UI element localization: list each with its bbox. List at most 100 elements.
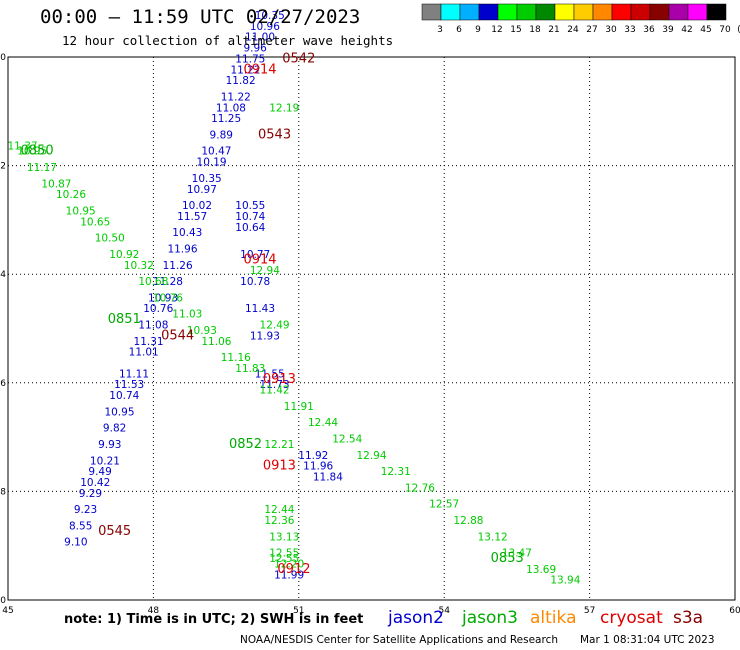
colorbar-swatch: [478, 3, 499, 21]
y-tick-label: -56: [0, 379, 6, 389]
data-point-jason2: 10.77: [240, 249, 270, 261]
colorbar-label: 12: [491, 25, 502, 35]
colorbar-label: 33: [624, 25, 635, 35]
data-point-jason2: 11.93: [250, 330, 280, 342]
colorbar-label: 39: [662, 25, 674, 35]
data-point-jason2: 10.95: [104, 406, 134, 418]
data-point-jason3: 11.17: [27, 162, 57, 174]
x-tick-label: 60: [729, 606, 740, 616]
data-point-jason3: 12.57: [429, 499, 459, 511]
data-point-jason3: 12.94: [250, 265, 280, 277]
data-point-jason3: 11.03: [172, 309, 202, 321]
data-point-jason2: 11.53: [114, 379, 144, 391]
data-point-jason3: 10.95: [66, 205, 96, 217]
data-point-jason2: 10.21: [90, 455, 120, 467]
data-point-jason3: 12.54: [332, 434, 362, 446]
data-point-jason3: 10.76: [153, 292, 183, 304]
data-point-jason2: 10.55: [235, 200, 265, 212]
data-point-jason3: 12.36: [264, 515, 294, 527]
x-tick-label: 57: [584, 606, 595, 616]
data-point-jason3: 13.13: [269, 531, 299, 543]
data-point-jason3: 12.49: [260, 320, 290, 332]
colorbar-swatch: [516, 3, 537, 21]
colorbar-swatch: [535, 3, 556, 21]
x-tick-label: 51: [293, 606, 304, 616]
colorbar-label: 30: [605, 25, 617, 35]
x-tick-label: 45: [2, 606, 13, 616]
data-point-jason2: 9.93: [98, 439, 121, 451]
time-label: 0851: [108, 312, 141, 327]
data-point-jason2: 11.08: [138, 320, 168, 332]
data-point-jason2: 10.74: [235, 211, 265, 223]
colorbar-swatch: [611, 3, 632, 21]
data-point-jason3: 12.44: [264, 504, 294, 516]
data-point-jason2: 10.74: [109, 390, 139, 402]
data-point-jason2: 10.02: [182, 200, 212, 212]
data-point-jason3: 12.31: [381, 466, 411, 478]
data-point-jason2: 10.93: [148, 292, 178, 304]
colorbar-label: 6: [456, 25, 462, 35]
data-point-jason3: 12.55: [269, 548, 299, 560]
data-point-jason3: 13.94: [550, 575, 580, 587]
colorbar-swatch: [554, 3, 575, 21]
colorbar-swatch: [630, 3, 651, 21]
time-label: 0912: [277, 562, 310, 577]
data-point-jason2: 11.99: [274, 569, 304, 581]
data-point-jason2: 11.82: [226, 75, 256, 87]
data-point-jason3: 12.19: [269, 102, 299, 114]
plot-frame: [7, 56, 736, 601]
y-tick-label: -58: [0, 487, 6, 497]
time-label: 0542: [282, 51, 315, 66]
data-point-jason2: 10.35: [192, 173, 222, 185]
data-point-jason3: 12.20: [274, 558, 304, 570]
colorbar-label: (ft): [737, 25, 740, 35]
data-point-jason2: 10.96: [250, 21, 280, 33]
colorbar-label: 42: [681, 25, 692, 35]
time-label: 0913: [263, 459, 296, 474]
time-label: 0852: [229, 437, 262, 452]
data-point-jason2: 11.26: [163, 260, 193, 272]
colorbar-swatch: [592, 3, 613, 21]
data-point-jason2: 9.89: [210, 129, 233, 141]
units-note: note: 1) Time is in UTC; 2) SWH is in fe…: [64, 612, 364, 627]
data-point-jason2: 10.78: [240, 276, 270, 288]
legend-jason2: jason2: [388, 608, 444, 628]
data-point-jason2: 11.84: [313, 472, 343, 484]
colorbar-swatch: [497, 3, 518, 21]
x-tick-label: 54: [438, 606, 450, 616]
data-point-jason2: 9.10: [64, 537, 87, 549]
data-point-jason2: 11.75: [235, 53, 265, 65]
data-point-jason3: 12.55: [269, 553, 299, 565]
data-point-jason2: 10.35: [255, 10, 285, 22]
data-point-jason2: 9.82: [103, 423, 126, 435]
data-point-jason2: 8.55: [69, 520, 92, 532]
colorbar-swatch: [649, 3, 670, 21]
colorbar-swatch: [573, 3, 594, 21]
x-tick-label: 48: [148, 606, 160, 616]
data-point-jason2: 9.49: [88, 466, 111, 478]
data-point-jason3: 10.26: [56, 189, 86, 201]
data-point-jason3: 13.12: [478, 531, 508, 543]
colorbar-label: 18: [529, 25, 541, 35]
data-point-jason3: 10.50: [95, 233, 125, 245]
data-point-jason2: 10.43: [172, 227, 202, 239]
data-point-jason3: 13.47: [502, 548, 532, 560]
data-point-jason3: 11.16: [221, 352, 251, 364]
y-tick-label: -60: [0, 596, 6, 606]
data-point-jason2: 11.11: [119, 368, 149, 380]
colorbar-label: 9: [475, 25, 481, 35]
data-point-jason2: 11.25: [211, 113, 241, 125]
data-point-jason2: 11.22: [230, 64, 260, 76]
legend-s3a: s3a: [673, 608, 704, 628]
time-label: 0543: [258, 127, 291, 142]
data-point-jason2: 10.76: [143, 303, 173, 315]
time-label: 0914: [243, 62, 276, 77]
data-point-jason2: 10.19: [197, 157, 227, 169]
data-point-jason2: 11.96: [303, 461, 333, 473]
time-label: 0544: [161, 328, 194, 343]
data-point-jason3: 11.37: [8, 140, 38, 152]
data-point-jason3: 10.93: [187, 325, 217, 337]
colorbar-swatch: [459, 3, 480, 21]
generated-time: Mar 1 08:31:04 UTC 2023: [580, 634, 715, 646]
data-point-jason2: 9.23: [74, 504, 97, 516]
